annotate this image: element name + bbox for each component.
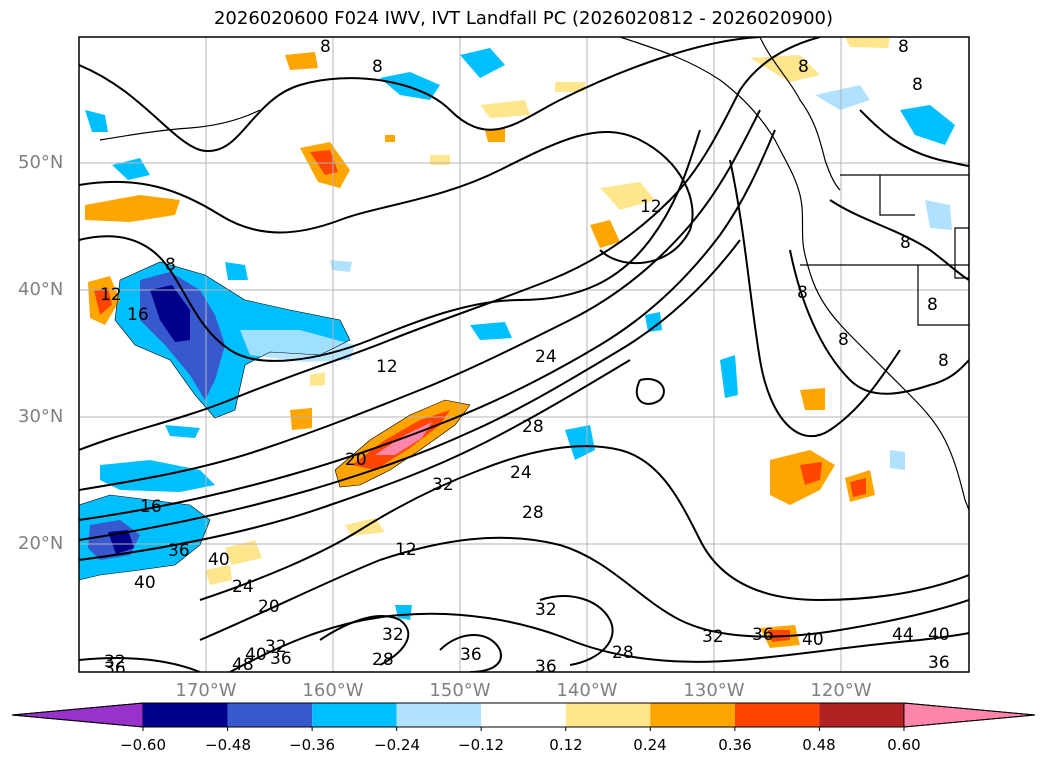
colorbar-tick-label: 0.12 xyxy=(549,736,583,754)
colorbar-segment xyxy=(396,703,482,727)
contour-label: 32 xyxy=(535,600,557,620)
colorbar-tick-label: 0.60 xyxy=(887,736,921,754)
contour-label: 36 xyxy=(168,541,190,561)
longitude-label: 140°W xyxy=(556,680,618,701)
contour-label: 40 xyxy=(245,645,267,665)
contour-label: 36 xyxy=(460,645,482,665)
contour-label: 28 xyxy=(612,643,634,663)
colorbar-segment xyxy=(650,703,735,727)
contour-label: 8 xyxy=(938,351,949,371)
colorbar-extension-right xyxy=(903,702,1036,728)
colorbar-extension-left xyxy=(11,702,144,728)
contour-label: 28 xyxy=(522,503,544,523)
contour-label: 24 xyxy=(535,347,557,367)
contour-label: 12 xyxy=(640,197,662,217)
colorbar-tick-label: −0.36 xyxy=(289,736,335,754)
contour-label: 16 xyxy=(140,497,162,517)
plot-frame xyxy=(78,36,970,673)
contour-label: 32 xyxy=(432,475,454,495)
contour-label: 16 xyxy=(127,305,149,325)
colorbar xyxy=(11,702,1036,731)
contour-label: 24 xyxy=(232,577,254,597)
contour-label: 40 xyxy=(802,630,824,650)
contour-label: 8 xyxy=(927,295,938,315)
contour-label: 8 xyxy=(320,37,331,57)
contour-label: 28 xyxy=(522,417,544,437)
anomaly-shading xyxy=(79,37,955,648)
contour-label: 40 xyxy=(134,573,156,593)
colorbar-segment xyxy=(481,703,566,727)
contour-label: 36 xyxy=(535,657,557,677)
coastline xyxy=(99,37,969,511)
colorbar-segment xyxy=(227,703,313,727)
contour-label: 12 xyxy=(376,357,398,377)
contour-label: 32 xyxy=(104,652,126,672)
contour-label: 28 xyxy=(372,650,394,670)
contour-label: 12 xyxy=(100,285,122,305)
contour-label: 8 xyxy=(912,75,923,95)
iwv-contours xyxy=(79,37,969,672)
longitude-label: 160°W xyxy=(302,680,364,701)
latitude-label: 50°N xyxy=(18,152,64,173)
contour-label: 8 xyxy=(900,233,911,253)
colorbar-segment xyxy=(312,703,397,727)
latitude-label: 20°N xyxy=(18,533,64,554)
colorbar-tick-label: −0.48 xyxy=(205,736,251,754)
contour-label: 24 xyxy=(510,463,532,483)
contour-label: 8 xyxy=(838,330,849,350)
colorbar-tick-label: 0.36 xyxy=(718,736,752,754)
contour-label: 8 xyxy=(898,37,909,57)
contour-label: 12 xyxy=(395,540,417,560)
contour-label: 32 xyxy=(382,625,404,645)
colorbar-tick-label: 0.48 xyxy=(802,736,836,754)
longitude-label: 130°W xyxy=(683,680,745,701)
contour-label: 40 xyxy=(928,625,950,645)
contour-label: 44 xyxy=(892,625,914,645)
contour-label: 8 xyxy=(798,57,809,77)
contour-label: 8 xyxy=(165,255,176,275)
contour-label: 36 xyxy=(270,649,292,669)
negative-anomaly-region-southwest xyxy=(79,495,210,580)
contour-label: 8 xyxy=(797,283,808,303)
contour-label: 32 xyxy=(702,627,724,647)
map-title: 2026020600 F024 IWV, IVT Landfall PC (20… xyxy=(213,8,834,29)
contour-label: 20 xyxy=(258,597,280,617)
plot-area: 8 8 8 8 8 8 8 8 8 8 8 12 12 12 12 16 16 … xyxy=(79,37,969,679)
contour-label: 8 xyxy=(372,57,383,77)
latitude-label: 30°N xyxy=(18,406,64,427)
longitude-label: 120°W xyxy=(810,680,872,701)
contour-label: 48 xyxy=(232,655,254,675)
contour-label: 20 xyxy=(345,450,367,470)
graticule xyxy=(79,37,969,672)
colorbar-tick-label: 0.24 xyxy=(633,736,667,754)
colorbar-segment xyxy=(143,703,228,727)
longitude-label: 150°W xyxy=(429,680,491,701)
colorbar-tick-label: −0.12 xyxy=(458,736,504,754)
latitude-label: 40°N xyxy=(18,279,64,300)
negative-anomaly-deep-west xyxy=(150,285,190,342)
colorbar-segment xyxy=(734,703,820,727)
colorbar-segment xyxy=(565,703,651,727)
contour-label: 32 xyxy=(265,637,287,657)
contour-label: 36 xyxy=(104,659,126,679)
contour-labels: 8 8 8 8 8 8 8 8 8 8 8 12 12 12 12 16 16 … xyxy=(100,37,950,679)
longitude-label: 170°W xyxy=(175,680,237,701)
contour-label: 40 xyxy=(208,550,230,570)
contour-label: 36 xyxy=(752,625,774,645)
colorbar-tick-label: −0.60 xyxy=(120,736,166,754)
colorbar-segment xyxy=(819,703,904,727)
negative-anomaly-deep-southwest xyxy=(108,530,134,554)
colorbar-tick-label: −0.24 xyxy=(374,736,420,754)
contour-label: 36 xyxy=(928,653,950,673)
